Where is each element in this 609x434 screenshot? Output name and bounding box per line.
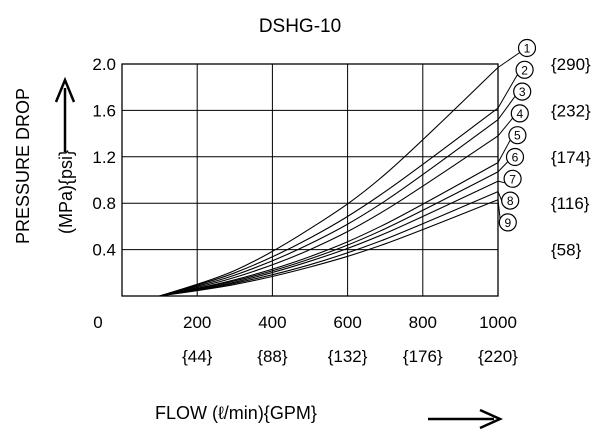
marker-circle [510,104,529,123]
x-axis-arrow [428,408,504,430]
y-axis-arrow [54,76,76,152]
marker-number: 1 [524,42,531,56]
marker-leader [497,139,512,163]
marker-leader [497,51,521,68]
curve-line [159,162,499,297]
marker-leader [497,95,516,120]
x-tick-label: 200 [183,313,211,332]
plot-frame [121,63,499,297]
x-tick-sublabel: {176} [403,347,443,366]
curve-line [159,119,499,297]
x-tick-sublabel: {88} [257,347,288,366]
psi-tick-label: {290} [551,55,591,74]
x-tick-sublabel: {44} [182,347,213,366]
x-axis-label: FLOW (ℓ/min){GPM} [155,403,317,423]
marker-number: 4 [516,107,523,121]
marker-number: 6 [512,151,519,165]
marker-circle [505,147,525,167]
y-tick-labels: 0.4 0.8 1.2 1.6 2.0 [92,55,116,260]
chart-title: DSHG-10 [259,16,341,37]
curve-line [159,171,499,297]
curve-line [159,199,499,297]
x-tick-sublabel: {220} [478,347,518,366]
marker-number: 7 [509,172,516,186]
curve-line [159,180,499,297]
marker-leader [497,73,519,109]
marker-circle [501,191,520,210]
y-tick-label: 0.8 [92,194,116,213]
marker-circle [515,60,534,79]
x-tick-label: 400 [258,313,286,332]
curve-line [159,67,499,297]
x-tick-label: 1000 [479,313,517,332]
marker-circle [498,213,517,232]
curve-line [159,107,499,297]
x-tick-label: 0 [93,313,102,332]
marker-number: 2 [521,63,528,77]
psi-tick-label: {58} [551,241,582,260]
marker-circle [503,169,522,188]
marker-circle [508,126,527,145]
y-axis-label-line2: (MPa){psi} [56,150,76,234]
marker-number: 3 [519,85,526,99]
psi-tick-label: {174} [551,148,591,167]
marker-number: 5 [514,129,521,143]
curve-markers: 1 2 3 4 5 6 7 8 9 [497,38,537,232]
curve-line [159,135,499,297]
marker-leader [497,117,514,137]
marker-number: 8 [507,194,514,208]
y-tick-label: 0.4 [92,241,116,260]
marker-circle [517,38,537,58]
y-tick-label: 2.0 [92,55,116,74]
x-tick-label: 800 [409,313,437,332]
x-tick-sublabel: {132} [328,347,368,366]
psi-tick-label: {232} [551,101,591,120]
x-tick-label: 600 [333,313,361,332]
psi-tick-label: {116} [551,194,590,213]
marker-number: 9 [504,216,511,230]
y-tick-label: 1.2 [92,148,116,167]
marker-circle [513,82,532,101]
y-axis-label-line1: PRESSURE DROP [13,88,33,244]
curves [159,67,499,297]
psi-axis-labels: {58} {116} {174} {232} {290} [551,55,591,260]
curve-line [159,191,499,297]
marker-leader [497,160,509,173]
grid [121,63,499,297]
y-tick-label: 1.6 [92,101,116,120]
x-tick-labels: 0 200 {44} 400 {88} 600 {132} 800 {176} 1000 {220} [93,313,518,366]
